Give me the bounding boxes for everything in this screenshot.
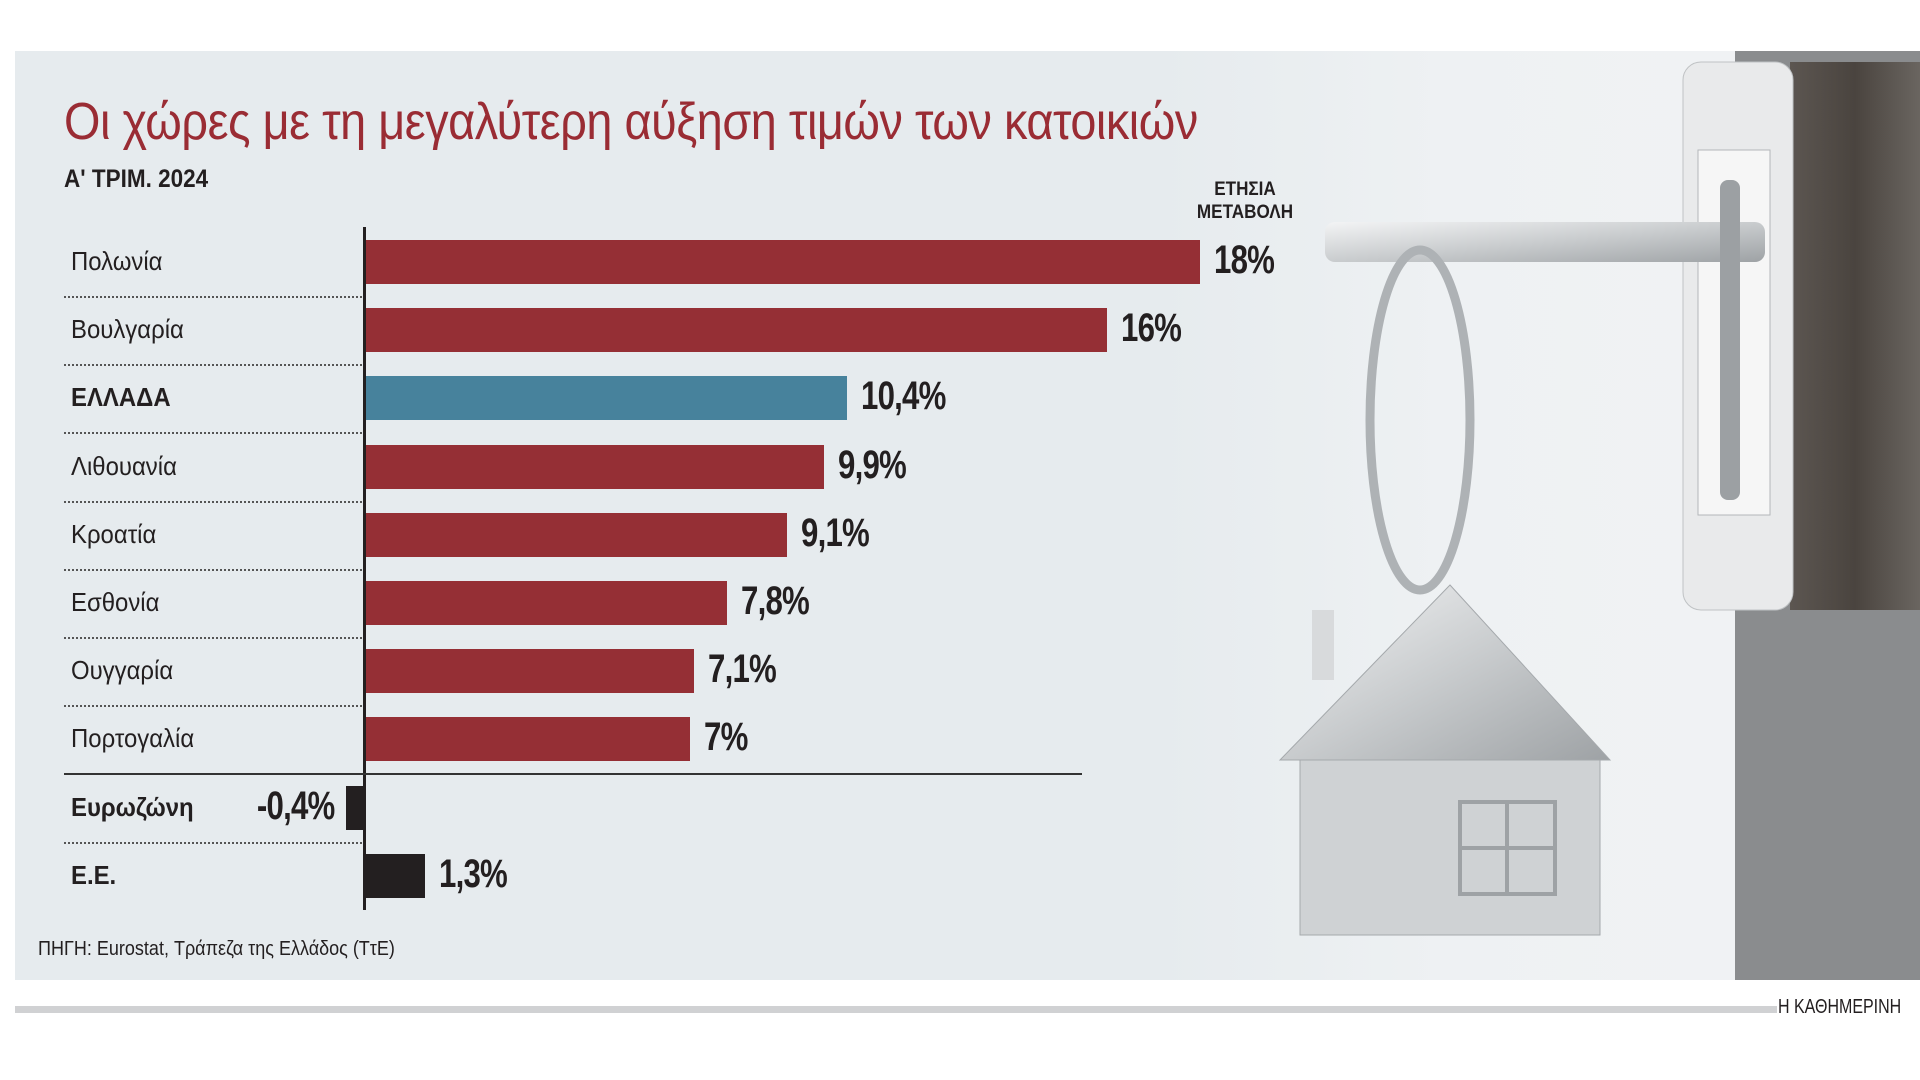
bar: [365, 717, 690, 762]
row-divider: [64, 705, 362, 708]
category-label: Βουλγαρία: [71, 314, 184, 345]
category-label: Λιθουανία: [71, 450, 177, 481]
row-divider: [64, 364, 362, 367]
value-label: 1,3%: [439, 851, 508, 896]
category-label: Πολωνία: [71, 246, 163, 276]
value-column-header-line1: ΕΤΗΣΙΑ: [1214, 179, 1276, 200]
key-ring: [1365, 245, 1475, 595]
category-label: Ε.Ε.: [71, 859, 117, 890]
value-label: 18%: [1214, 238, 1275, 282]
source-note: ΠΗΓΗ: Eurostat, Τράπεζα της Ελλάδος (ΤτΕ…: [38, 938, 395, 960]
value-label: 10,4%: [861, 374, 947, 419]
chart-title: Οι χώρες με τη μεγαλύτερη αύξηση τιμών τ…: [64, 93, 1198, 151]
value-label: -0,4%: [256, 783, 335, 828]
bar: [365, 240, 1200, 284]
footer-rule: [15, 1006, 1777, 1013]
house-chimney: [1312, 610, 1334, 680]
value-label: 16%: [1121, 306, 1182, 351]
chart-subtitle: Α' ΤΡΙΜ. 2024: [64, 165, 209, 193]
zero-axis: [363, 227, 366, 910]
category-label: Ουγγαρία: [71, 655, 174, 686]
category-label: Κροατία: [71, 518, 157, 549]
category-label: ΕΛΛΑΔΑ: [71, 382, 171, 413]
door-wood: [1790, 62, 1920, 610]
value-label: 9,9%: [838, 442, 907, 487]
bar: [365, 308, 1108, 353]
bar: [365, 581, 727, 625]
value-label: 7,1%: [708, 647, 777, 692]
row-divider: [64, 296, 362, 298]
value-label: 9,1%: [801, 510, 870, 555]
bar: [346, 785, 365, 830]
value-label: 7,8%: [740, 579, 810, 623]
chart-panel: [15, 51, 1920, 980]
key-blade: [1720, 180, 1740, 500]
row-divider: [64, 841, 362, 844]
row-divider: [64, 568, 362, 571]
category-label: Εσθονία: [71, 587, 160, 617]
row-divider: [64, 500, 362, 503]
aggregate-separator: [64, 773, 1082, 775]
row-divider: [64, 637, 362, 639]
bar: [365, 512, 788, 557]
bar: [365, 853, 426, 898]
row-divider: [64, 432, 362, 435]
bar: [365, 444, 825, 489]
bar: [365, 376, 848, 421]
publisher-logo: Η ΚΑΘΗΜΕΡΙΝΗ: [1778, 996, 1902, 1018]
category-label: Ευρωζώνη: [71, 791, 194, 822]
category-label: Πορτογαλία: [71, 723, 195, 754]
key: [1325, 222, 1765, 262]
value-column-header-line2: ΜΕΤΑΒΟΛΗ: [1196, 202, 1294, 223]
value-column-header: ΕΤΗΣΙΑ ΜΕΤΑΒΟΛΗ: [1178, 178, 1313, 224]
value-label: 7%: [703, 715, 748, 760]
bar: [365, 649, 695, 694]
